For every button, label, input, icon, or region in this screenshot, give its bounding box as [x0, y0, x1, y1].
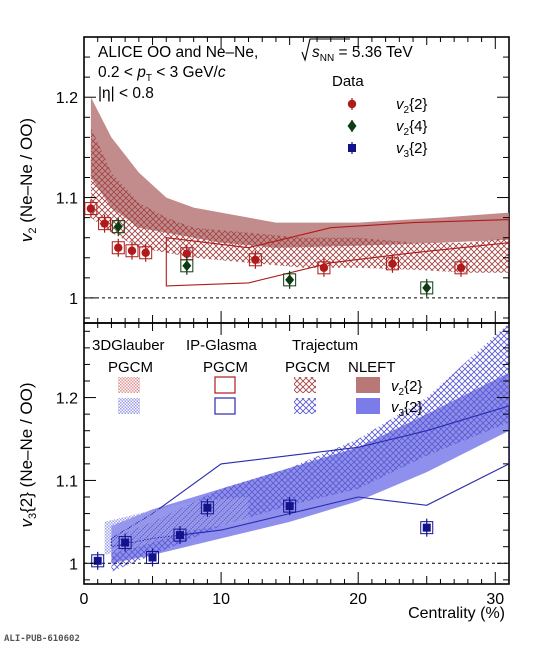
swatch-trajectum-v3 — [294, 398, 316, 414]
publication-id: ALI-PUB-610602 — [4, 634, 80, 644]
pt-range-label: 0.2 < pT < 3 GeV/c — [98, 64, 226, 84]
xtick-label: 20 — [349, 591, 367, 608]
top-point-circle-8 — [385, 254, 399, 273]
x-axis-label: Centrality (%) — [408, 605, 505, 622]
top-point-circle-3 — [125, 241, 139, 260]
eta-range-label: |η| < 0.8 — [98, 85, 154, 102]
bottom-ytick-label: 1.2 — [56, 391, 78, 408]
top-model-band-0 — [90, 97, 509, 248]
bottom-panel: 1 1.1 1.2 0 10 20 30 v3{2} (Ne–Ne / OO) Centra… — [17, 322, 510, 622]
legend-sub-3dglauber: PGCM — [108, 359, 153, 376]
bottom-point-square-5 — [283, 497, 297, 516]
legend-model-trajectum: Trajectum — [292, 337, 358, 354]
swatch-trajectum-v2 — [294, 377, 316, 393]
top-point-circle-4 — [139, 243, 153, 262]
legend-sub-trajectum: PGCM — [285, 359, 330, 376]
top-point-circle-7 — [317, 258, 331, 277]
top-ytick-label: 1 — [69, 291, 78, 308]
bottom-point-square-0 — [91, 551, 105, 570]
top-point-circle-2 — [111, 238, 125, 257]
legend-row-v3: v3{2} — [391, 399, 422, 419]
top-model-hatch-1 — [90, 127, 509, 273]
swatch-nleft-v2 — [356, 377, 380, 393]
top-ytick-label: 1.1 — [56, 191, 78, 208]
legend-model-3dglauber: 3DGlauber — [92, 337, 165, 354]
swatch-3dglauber-v3 — [118, 398, 140, 414]
bottom-point-square-1 — [118, 533, 132, 552]
swatch-3dglauber-v2 — [118, 377, 140, 393]
bottom-model-speckle-3 — [104, 497, 249, 555]
bottom-point-square-3 — [173, 526, 187, 545]
svg-text:v2{4}: v2{4} — [396, 118, 427, 138]
swatch-ipglasma-v2 — [214, 376, 236, 394]
bottom-ytick-label: 1 — [69, 556, 78, 573]
top-panel: 1 1.1 1.2 v2 (Ne–Ne / OO) ALICE OO and Ne–… — [17, 36, 510, 324]
top-plot-area — [84, 97, 509, 299]
model-legend: 3DGlauber IP-Glasma Trajectum PGCM PGCM … — [92, 337, 422, 419]
xtick-label: 0 — [80, 591, 89, 608]
xtick-label: 30 — [486, 591, 504, 608]
energy-label: sNN = 5.36 TeV — [301, 38, 413, 64]
xtick-label: 10 — [212, 591, 230, 608]
swatch-nleft-v3 — [356, 398, 380, 414]
svg-text:v2{2}: v2{2} — [396, 96, 427, 116]
top-point-circle-1 — [98, 214, 112, 233]
legend-v2-2: v2{2} — [347, 96, 427, 116]
legend-v3-2-marker — [348, 144, 356, 152]
swatch-ipglasma-v3 — [214, 397, 236, 415]
legend-sub-nleft: NLEFT — [348, 359, 396, 376]
sqrt-sign — [301, 38, 350, 62]
top-point-diamond-1 — [180, 256, 194, 275]
top-point-diamond-2 — [283, 270, 297, 289]
top-point-diamond-3 — [420, 278, 434, 297]
bottom-plot-area — [84, 323, 509, 572]
bottom-axes: 1 1.1 1.2 0 10 20 30 — [56, 323, 510, 608]
legend-v3-2: v3{2} — [348, 140, 427, 160]
legend-v2-4: v2{4} — [347, 118, 427, 138]
top-ytick-label: 1.2 — [56, 90, 78, 107]
legend-v2-2-marker — [347, 99, 357, 109]
data-legend-title: Data — [332, 73, 364, 90]
experiment-label: ALICE OO and Ne–Ne, — [98, 44, 258, 61]
legend-v2-4-marker — [347, 120, 357, 132]
legend-row-v2: v2{2} — [391, 378, 422, 398]
top-point-circle-0 — [84, 199, 98, 218]
top-y-axis-label: v2 (Ne–Ne / OO) — [17, 118, 39, 242]
data-legend: Data v2{2} v2{4} v3{2} — [332, 73, 427, 160]
top-model-outline-2 — [165, 219, 509, 287]
top-point-circle-6 — [248, 250, 262, 269]
top-axes: 1 1.1 1.2 — [56, 36, 510, 323]
svg-text:v3{2}: v3{2} — [396, 140, 427, 160]
top-point-circle-9 — [454, 258, 468, 277]
top-point-diamond-0 — [111, 217, 125, 236]
bottom-y-axis-label: v3{2} (Ne–Ne / OO) — [17, 382, 39, 527]
bottom-point-square-4 — [200, 498, 214, 517]
bottom-point-square-2 — [146, 548, 160, 567]
legend-model-ipglasma: IP-Glasma — [186, 337, 258, 354]
svg-text:sNN = 5.36 TeV: sNN = 5.36 TeV — [312, 44, 413, 64]
bottom-ytick-label: 1.1 — [56, 473, 78, 490]
legend-sub-ipglasma: PGCM — [203, 359, 248, 376]
bottom-point-square-6 — [420, 518, 434, 537]
